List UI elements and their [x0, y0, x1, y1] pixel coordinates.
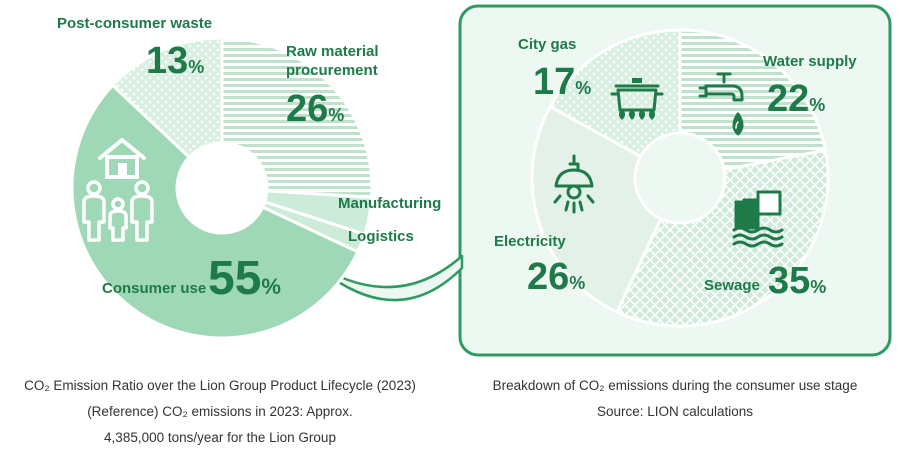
label-water-supply: Water supply: [763, 53, 857, 70]
caption-right: Breakdown of CO₂ emissions during the co…: [460, 373, 890, 425]
callout-connector: [310, 254, 464, 302]
value-electricity: 26%: [527, 256, 585, 298]
slice-post-consumer-waste: [110, 36, 224, 160]
value-sewage: 35%: [768, 260, 826, 302]
label-consumer-use: Consumer use: [102, 280, 206, 297]
label-electricity: Electricity: [494, 233, 566, 250]
label-post-consumer-waste: Post-consumer waste: [57, 15, 212, 32]
caption-left-line-3: 4,385,000 tons/year for the Lion Group: [104, 430, 336, 445]
slice-consumer-use: [70, 83, 360, 340]
label-manufacturing: Manufacturing: [338, 195, 441, 212]
sewage-pipe-icon: [732, 190, 784, 248]
light-bulb-icon: [553, 154, 595, 214]
value-raw-material: 26%: [286, 88, 344, 130]
value-post-consumer-waste: 13%: [146, 40, 204, 82]
cooking-pot-icon: [610, 78, 664, 120]
caption-right-line-1: Breakdown of CO₂ emissions during the co…: [492, 378, 858, 393]
slice-water-supply: [678, 28, 828, 172]
value-city-gas: 17%: [533, 61, 591, 103]
caption-left-line-2: (Reference) CO₂ emissions in 2023: Appro…: [87, 404, 353, 419]
slice-electricity: [530, 104, 663, 314]
label-city-gas: City gas: [518, 36, 576, 53]
label-logistics: Logistics: [348, 228, 414, 245]
caption-left-line-1: CO₂ Emission Ratio over the Lion Group P…: [24, 378, 416, 393]
house-icon: [98, 138, 146, 179]
label-sewage: Sewage: [704, 277, 760, 294]
caption-right-line-2: Source: LION calculations: [596, 404, 754, 419]
label-raw-material-line1: Raw material: [286, 43, 379, 60]
label-raw-material-line2: procurement: [286, 62, 378, 79]
family-icon: [82, 180, 154, 242]
caption-left: CO₂ Emission Ratio over the Lion Group P…: [0, 373, 440, 451]
faucet-icon: [698, 72, 744, 136]
value-water-supply: 22%: [767, 78, 825, 120]
value-consumer-use: 55%: [208, 252, 281, 305]
lifecycle-donut: [70, 36, 374, 340]
slice-raw-material-procurement: [220, 36, 374, 200]
